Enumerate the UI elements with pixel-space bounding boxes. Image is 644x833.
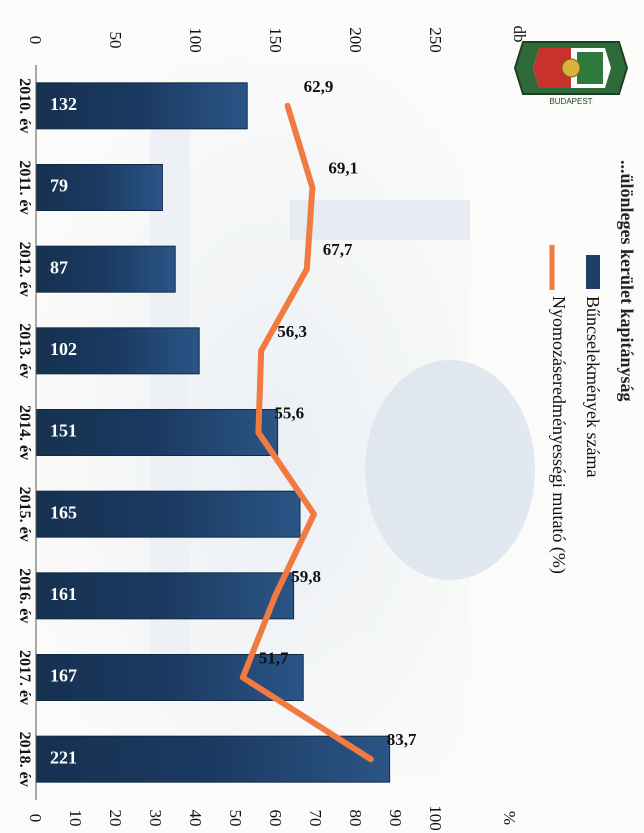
right-axis-tick-label: 80 [346, 810, 365, 827]
legend-label-bars: Bűncselekmények száma [583, 296, 603, 477]
left-axis-tick-label: 150 [266, 27, 285, 53]
line-value-label: 55,6 [274, 404, 304, 423]
right-axis-tick-label: 60 [266, 810, 285, 827]
bar-value-label: 102 [50, 339, 77, 359]
right-axis-unit: % [500, 811, 519, 825]
right-axis-tick-label: 90 [386, 810, 405, 827]
category-label: 2016. év [16, 568, 33, 623]
line-value-label: 56,3 [277, 322, 307, 341]
bar-value-label: 167 [50, 666, 77, 686]
bar-value-label: 87 [50, 257, 68, 277]
line-value-label: 51,7 [259, 649, 289, 668]
right-axis-tick-label: 70 [306, 810, 325, 827]
category-label: 2017. év [16, 650, 33, 705]
category-label: 2011. év [16, 160, 33, 214]
bar-value-label: 151 [50, 421, 77, 441]
legend-label-line: Nyomozáseredményességi mutató (%) [548, 296, 569, 574]
legend: Bűncselekmények száma Nyomozáseredményess… [548, 245, 603, 574]
bar-value-label: 221 [50, 747, 77, 767]
category-label: 2013. év [16, 323, 33, 378]
bar-value-labels: 132 79 87 102 151 165 161 167 221 [50, 94, 77, 767]
bar [35, 735, 391, 783]
right-axis-tick-label: 40 [186, 810, 205, 827]
category-label: 2014. év [16, 405, 33, 460]
category-label: 2015. év [16, 487, 33, 542]
category-label: 2012. év [16, 242, 33, 297]
line-value-label: 69,1 [328, 159, 358, 178]
bar-value-label: 165 [50, 502, 77, 522]
right-axis-tick-label: 10 [66, 810, 85, 827]
right-axis-tick-label: 30 [146, 810, 165, 827]
title-strip [630, 0, 644, 833]
right-axis-tick-label: 20 [106, 810, 125, 827]
left-axis-tick-label: 200 [346, 27, 365, 53]
chart-title: ...ülönleges kerület kapitányság [617, 160, 637, 402]
right-axis-tick-label: 50 [226, 810, 245, 827]
logo-lettering: BUDAPEST [549, 97, 592, 106]
left-axis-tick-label: 250 [426, 27, 445, 53]
line-value-label: 67,7 [323, 240, 353, 259]
left-axis-tick-label: 100 [186, 27, 205, 53]
line-value-label: 62,9 [304, 77, 334, 96]
line-value-label: 83,7 [387, 730, 417, 749]
left-axis-tick-label: 50 [106, 32, 125, 49]
line-value-label: 59,8 [291, 567, 321, 586]
plot-area: 132 79 87 102 151 165 161 167 221 62,9 69,1 67,7 56… [35, 77, 417, 783]
bar-value-label: 132 [50, 94, 77, 114]
right-axis-tick-label: 0 [26, 814, 45, 823]
legend-swatch-bars [586, 255, 600, 289]
left-axis-tick-label: 0 [26, 36, 45, 45]
line-value-labels: 62,9 69,1 67,7 56,3 55,6 59,8 51,7 83,7 [259, 77, 417, 749]
axes: 0 50 100 150 200 250 db 0 10 20 30 40 50 60 70 80 90 100%… [16, 26, 603, 831]
category-label: 2018. év [16, 732, 33, 787]
category-label: 2010. év [16, 78, 33, 133]
bar-value-label: 79 [50, 176, 68, 196]
left-axis-unit: db [510, 26, 529, 43]
line-series [239, 102, 374, 763]
right-axis-tick-label: 100 [426, 805, 445, 831]
police-crest-logo: BUDAPEST [513, 41, 629, 106]
bar-value-label: 161 [50, 584, 77, 604]
bar-series [35, 82, 391, 783]
